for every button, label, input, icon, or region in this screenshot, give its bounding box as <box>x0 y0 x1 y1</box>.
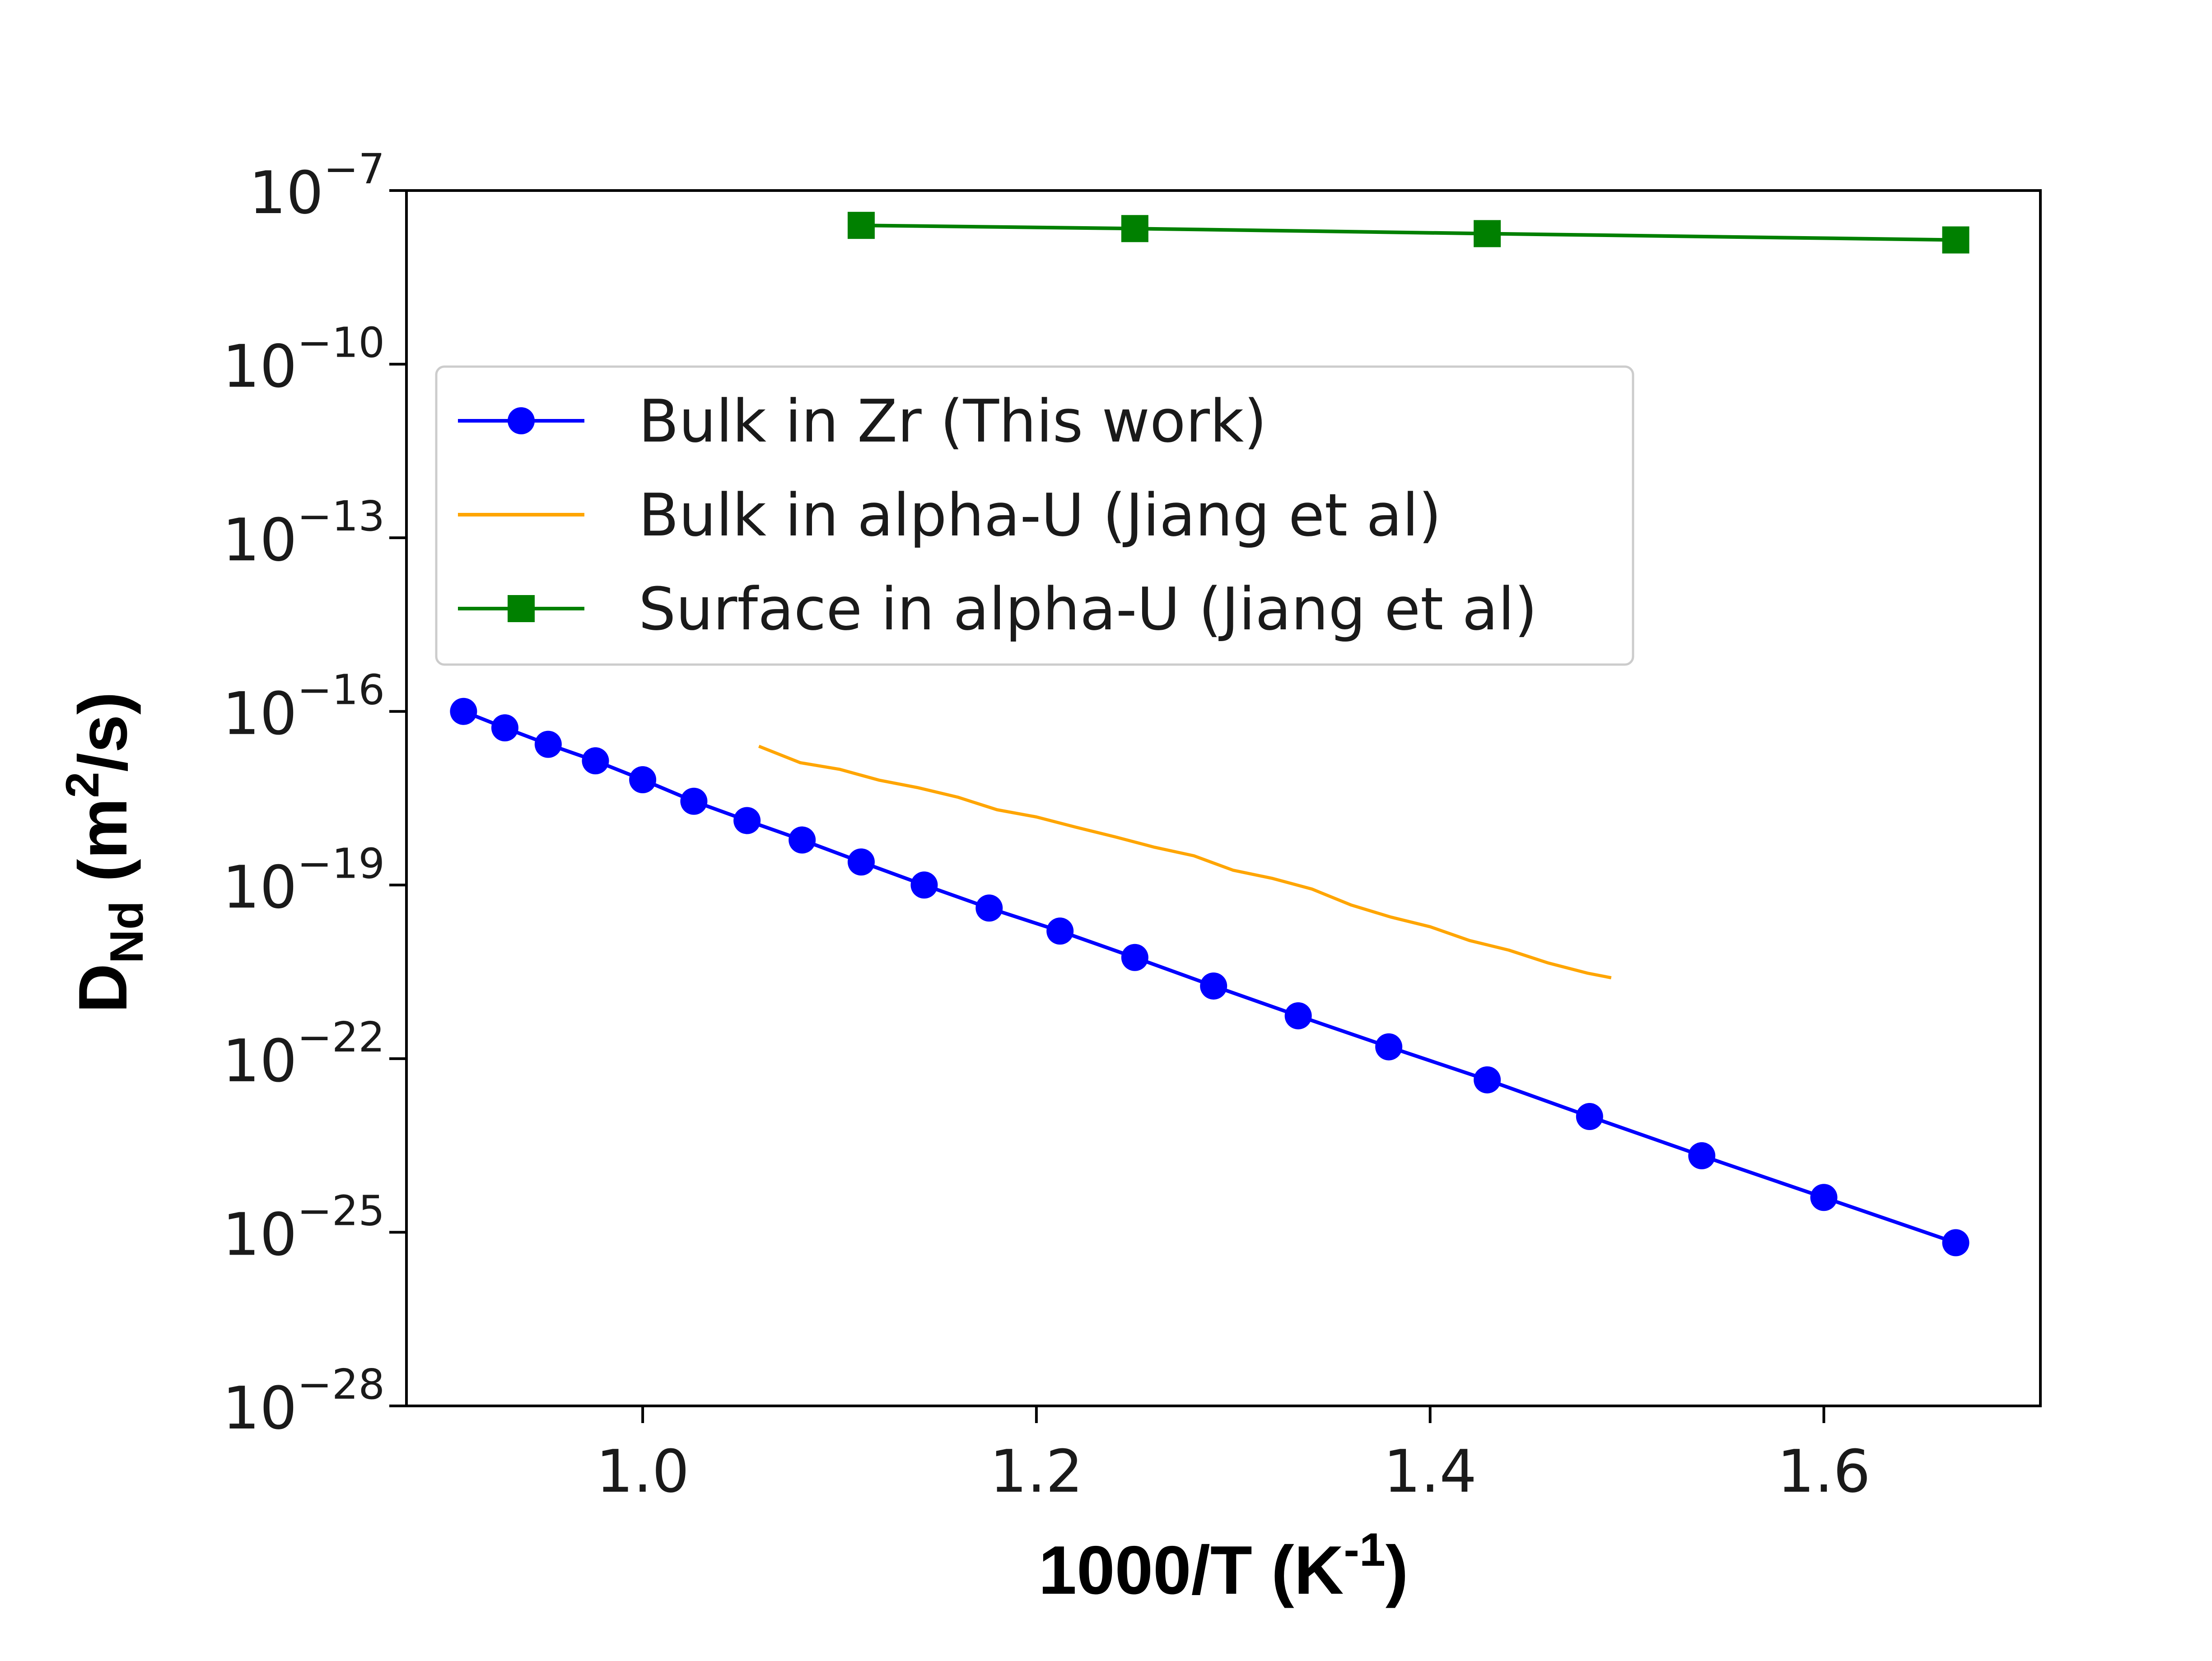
series-2 <box>758 744 1612 980</box>
data-point <box>1942 226 1969 254</box>
data-point <box>847 212 875 239</box>
series-3 <box>847 212 1969 254</box>
legend-label: Bulk in Zr (This work) <box>639 387 1267 456</box>
y-tick-base: 10 <box>222 332 297 401</box>
data-point <box>491 714 518 742</box>
legend-item: Bulk in Zr (This work) <box>458 387 1267 456</box>
y-tick-base: 10 <box>222 1027 297 1095</box>
legend-item: Bulk in alpha-U (Jiang et al) <box>458 481 1442 549</box>
plot-frame <box>405 189 2042 1407</box>
y-tick-base: 10 <box>249 158 323 227</box>
legend-item: Surface in alpha-U (Jiang et al) <box>458 575 1537 643</box>
x-axis-title-close: ) <box>1386 1532 1409 1609</box>
data-point <box>1688 1142 1716 1169</box>
legend-label: Surface in alpha-U (Jiang et al) <box>639 575 1537 643</box>
plot-layer <box>450 212 1969 1256</box>
y-tick-label: 10−7 <box>249 145 385 227</box>
y-tick-exponent: −13 <box>297 492 385 540</box>
y-axis-title-main: D <box>65 963 141 1013</box>
series-1 <box>450 698 1969 1256</box>
y-tick-base: 10 <box>222 679 297 748</box>
y-tick-base: 10 <box>222 1374 297 1442</box>
data-point <box>847 848 875 876</box>
data-point <box>1121 215 1148 242</box>
legend-marker <box>508 407 535 434</box>
y-tick-base: 10 <box>222 506 297 574</box>
data-point <box>534 730 562 758</box>
data-point <box>582 747 609 775</box>
y-tick-exponent: −28 <box>297 1360 385 1409</box>
y-tick-exponent: −19 <box>297 839 385 888</box>
y-tick-base: 10 <box>222 853 297 921</box>
x-axis: 1.0 1.2 1.4 1.6 <box>596 1406 1871 1506</box>
x-tick-label: 1.6 <box>1777 1437 1871 1506</box>
series-line <box>861 223 1956 242</box>
x-tick-label: 1.0 <box>596 1437 690 1506</box>
legend-marker <box>508 595 535 622</box>
data-point <box>1576 1103 1603 1131</box>
y-tick-exponent: −10 <box>297 319 385 367</box>
y-axis-title-unit-exponent: 2 <box>56 772 109 798</box>
y-axis-title-unit: (m <box>65 798 141 901</box>
y-tick-label: 10−22 <box>222 1013 385 1095</box>
x-axis-title-unit-exponent: -1 <box>1344 1524 1385 1576</box>
data-point <box>1474 220 1501 247</box>
data-point <box>1046 917 1074 945</box>
series-line <box>758 744 1612 980</box>
svg-text:DNd (m2/s): DNd (m2/s) <box>56 692 153 1013</box>
y-tick-label: 10−28 <box>222 1360 385 1442</box>
data-point <box>1200 972 1227 1000</box>
data-point <box>1375 1033 1403 1061</box>
y-tick-label: 10−10 <box>222 319 385 401</box>
y-tick-exponent: −7 <box>323 145 385 193</box>
data-point <box>789 826 816 854</box>
y-tick-label: 10−13 <box>222 492 385 574</box>
y-tick-exponent: −22 <box>297 1013 385 1061</box>
x-axis-title-main: 1000/T (K <box>1039 1532 1344 1609</box>
y-tick-label: 10−25 <box>222 1186 385 1269</box>
x-axis-title: 1000/T (K-1) <box>1039 1524 1409 1609</box>
data-point <box>1121 944 1148 971</box>
data-point <box>1284 1002 1312 1029</box>
y-axis-title-close: /s) <box>65 692 141 772</box>
data-point <box>910 871 938 899</box>
data-point <box>680 787 708 815</box>
y-tick-exponent: −25 <box>297 1186 385 1235</box>
legend-frame <box>435 365 1634 666</box>
data-point <box>1810 1184 1838 1211</box>
y-tick-label: 10−16 <box>222 666 385 748</box>
data-point <box>1474 1066 1501 1093</box>
data-point <box>975 894 1003 922</box>
x-tick-label: 1.4 <box>1383 1437 1477 1506</box>
data-point <box>629 766 657 794</box>
y-tick-label: 10−19 <box>222 839 385 921</box>
data-point <box>450 698 477 725</box>
x-tick-label: 1.2 <box>990 1437 1083 1506</box>
y-tick-exponent: −16 <box>297 666 385 714</box>
y-tick-base: 10 <box>222 1200 297 1269</box>
data-point <box>1942 1229 1969 1256</box>
y-axis-title: DNd (m2/s) <box>56 692 153 1013</box>
y-axis-title-subscript: Nd <box>101 901 153 963</box>
legend-label: Bulk in alpha-U (Jiang et al) <box>639 481 1442 549</box>
data-point <box>733 807 761 834</box>
legend: Bulk in Zr (This work) Bulk in alpha-U (J… <box>435 365 1634 666</box>
